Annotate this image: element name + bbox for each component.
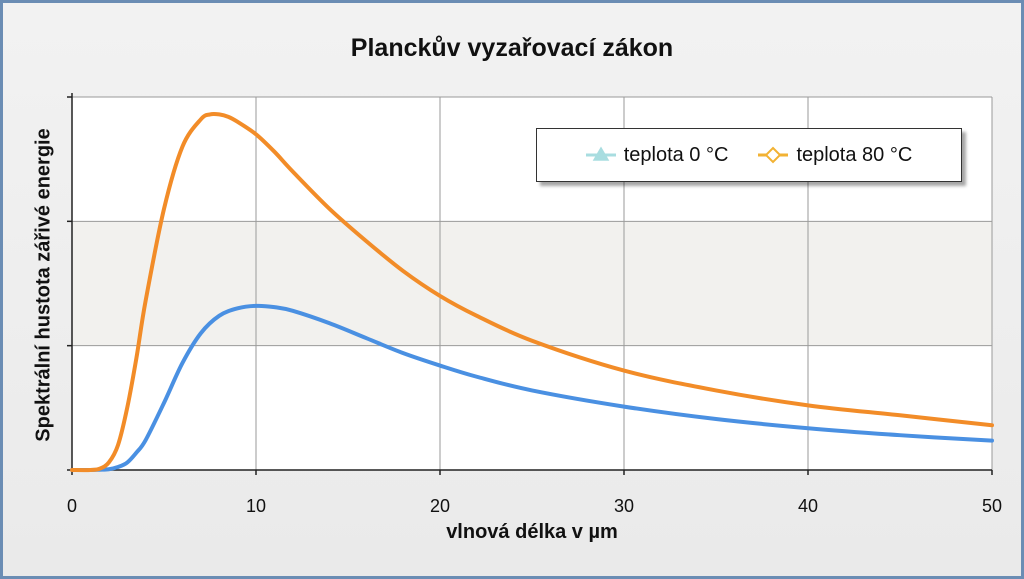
plot-band [72, 221, 992, 346]
legend: teplota 0 °C teplota 80 °C [536, 128, 962, 182]
x-tick-label: 50 [982, 496, 1002, 516]
legend-item-0: teplota 0 °C [585, 143, 729, 167]
x-tick-label: 30 [614, 496, 634, 516]
x-axis-label: vlnová délka v µm [446, 521, 618, 543]
legend-label-0: teplota 0 °C [623, 143, 729, 166]
legend-label-1: teplota 80 °C [796, 143, 913, 166]
x-tick-label: 20 [430, 496, 450, 516]
x-tick-label: 40 [798, 496, 818, 516]
plot-band [72, 345, 992, 470]
x-tick-label: 10 [246, 496, 266, 516]
series-line-1 [70, 111, 994, 473]
series-line-0 [70, 303, 994, 473]
legend-item-1: teplota 80 °C [758, 144, 912, 167]
axes [67, 93, 993, 475]
legend-triangle-swatch-icon [585, 146, 616, 161]
x-tick-label: 0 [67, 496, 77, 516]
x-tick-labels: 0 10 20 30 40 50 [67, 496, 1002, 516]
legend-diamond-swatch-icon [758, 146, 789, 164]
chart-title: Planckův vyzařovací zákon [350, 34, 674, 62]
y-axis-label: Spektrální hustota zářivé energie [32, 128, 55, 442]
series-lines [70, 111, 994, 473]
